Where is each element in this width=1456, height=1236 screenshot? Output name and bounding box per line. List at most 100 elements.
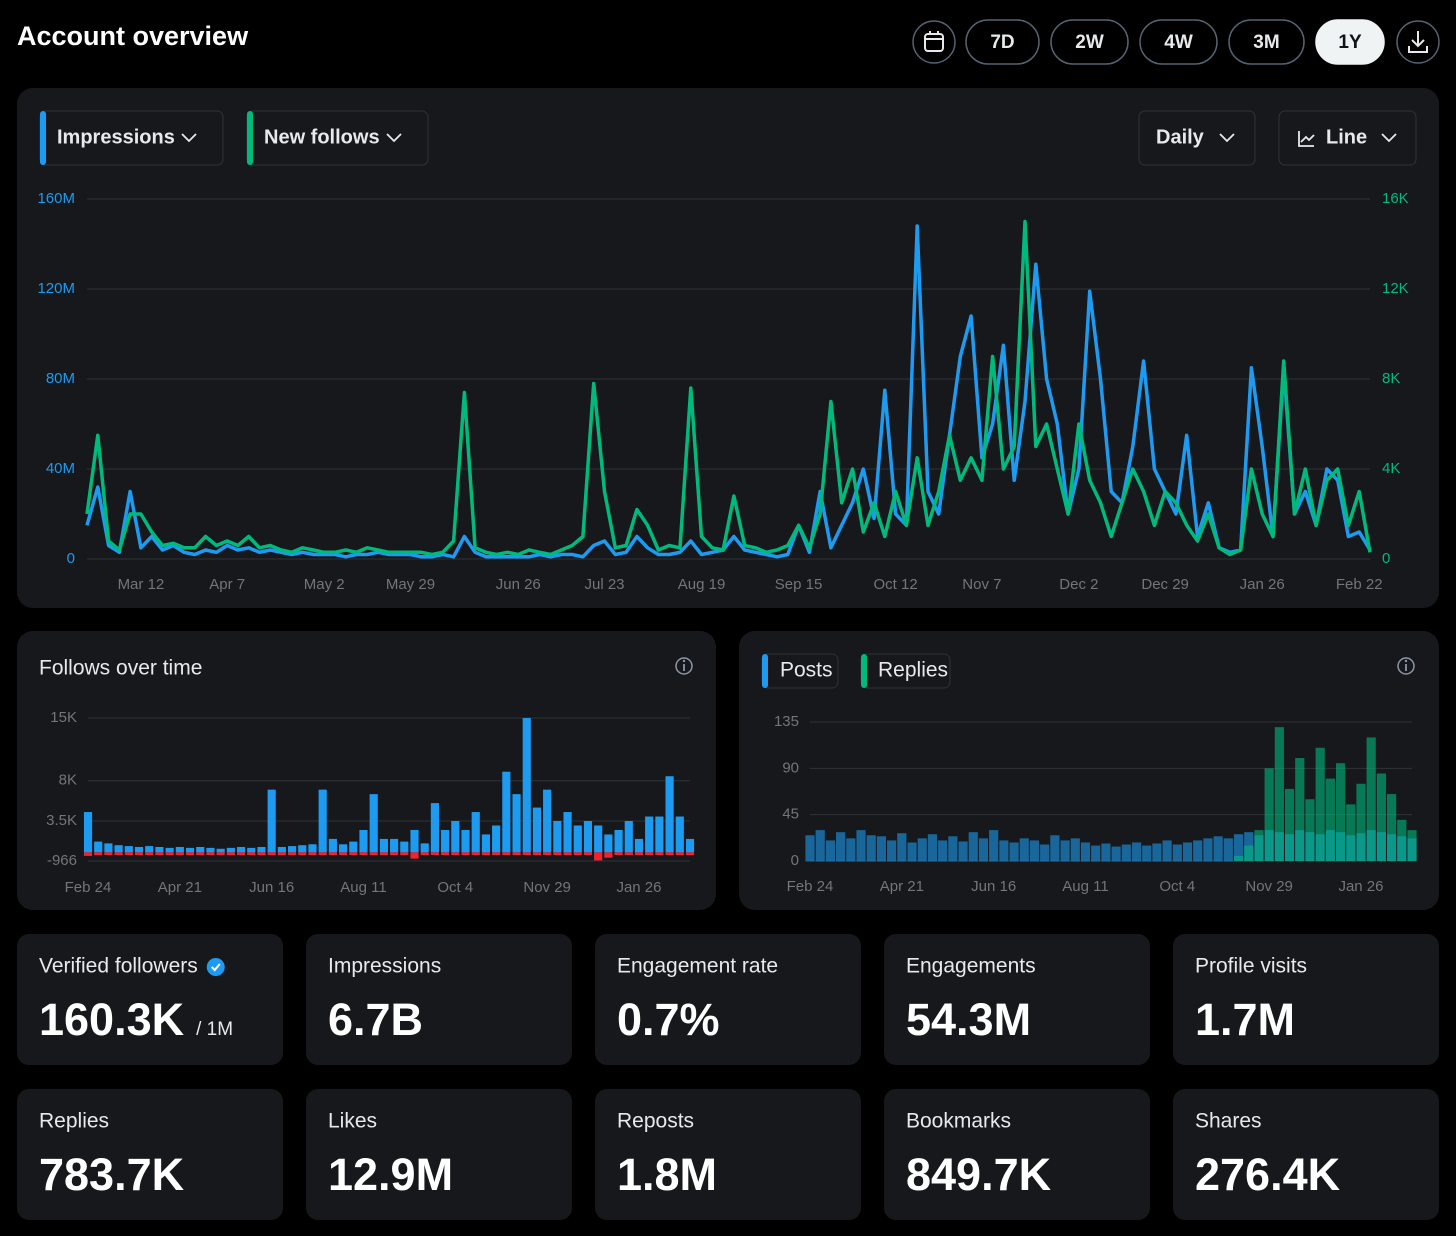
bar (887, 840, 897, 861)
legend-label: Impressions (57, 126, 175, 148)
card-bg (306, 1089, 572, 1220)
info-icon[interactable] (1397, 657, 1415, 675)
range-button[interactable]: 1Y (1315, 19, 1385, 65)
bar (492, 852, 501, 856)
bar (1213, 836, 1223, 861)
follows-title: Follows over time (39, 657, 202, 680)
legend-swatch (762, 654, 768, 688)
bar (645, 852, 654, 856)
bar (124, 846, 133, 853)
bar (502, 852, 511, 856)
bar (887, 861, 897, 862)
bar (1111, 861, 1121, 862)
range-pill (1315, 19, 1385, 65)
range-button[interactable]: 4W (1139, 19, 1218, 65)
stat-label: Profile visits (1195, 955, 1307, 978)
card-bg (17, 1089, 283, 1220)
series-selector[interactable]: Posts (761, 653, 839, 689)
bar (277, 852, 286, 856)
bar (532, 807, 542, 853)
x-tick-label: Oct 12 (874, 576, 918, 593)
bar (461, 829, 470, 853)
stat-label: Reposts (617, 1110, 694, 1133)
series-selector[interactable]: Replies (860, 653, 951, 689)
bar (379, 852, 388, 856)
bar (1203, 861, 1213, 862)
bar (1131, 842, 1142, 861)
card-bg (595, 934, 861, 1065)
bar (1193, 840, 1203, 861)
y2-tick-label: 4K (1382, 460, 1400, 477)
bar (978, 838, 989, 861)
bar (604, 834, 613, 853)
x-tick-label: Dec 2 (1059, 576, 1098, 593)
stat-card: Verified followers 160.3K / 1M (17, 934, 283, 1065)
stat-value: 783.7K (39, 1149, 185, 1200)
bar (1060, 840, 1070, 861)
bar (83, 812, 93, 853)
bar (257, 852, 266, 856)
bar (1142, 845, 1152, 861)
range-button[interactable]: 2W (1050, 19, 1129, 65)
x-tick-label: Jul 23 (584, 576, 624, 593)
bar (1274, 727, 1284, 861)
stat-value: 1.7M (1195, 994, 1295, 1045)
bar (1387, 794, 1397, 861)
bar (1040, 844, 1050, 861)
info-icon[interactable] (675, 657, 693, 675)
bar (1050, 835, 1060, 861)
bar (1182, 842, 1193, 861)
bar (1162, 840, 1172, 861)
bar (175, 852, 184, 856)
range-pill (1050, 19, 1129, 65)
bar (1366, 737, 1376, 861)
series-line (85, 219, 1372, 557)
bar (165, 852, 174, 856)
stat-card: Engagements 54.3M (884, 934, 1150, 1065)
x-tick-label: May 29 (386, 576, 435, 593)
bar (665, 852, 674, 856)
bar (989, 830, 999, 861)
calendar-button[interactable] (912, 20, 956, 64)
stat-value: 12.9M (328, 1149, 453, 1200)
bar (594, 852, 603, 861)
bar (267, 789, 276, 853)
bar (349, 852, 358, 856)
range-label: 3M (1253, 32, 1279, 53)
stat-suffix: / 1M (196, 1019, 233, 1040)
bar (1080, 861, 1091, 862)
daily-dropdown[interactable]: Daily (1138, 110, 1256, 166)
bar (308, 852, 317, 856)
series-selector[interactable]: Impressions (39, 110, 224, 166)
bar (257, 846, 266, 853)
stat-card: Bookmarks 849.7K (884, 1089, 1150, 1220)
y-tick-label: 15K (50, 709, 77, 726)
bar (1172, 844, 1182, 861)
series-selector[interactable]: New follows (246, 110, 429, 166)
main-panel (17, 88, 1439, 608)
bar (134, 846, 144, 853)
bar (94, 841, 103, 853)
stat-label: Bookmarks (906, 1110, 1011, 1133)
bar (1213, 861, 1223, 862)
bar (441, 829, 450, 853)
bar (1152, 861, 1162, 862)
bar (907, 842, 917, 861)
bar (1172, 861, 1182, 862)
chevron (181, 133, 197, 143)
bar (359, 829, 368, 853)
range-button[interactable]: 3M (1228, 19, 1305, 65)
style-dropdown[interactable]: Line (1278, 110, 1417, 166)
range-button[interactable]: 7D (965, 19, 1040, 65)
bar (1407, 830, 1417, 861)
x-tick-label: Feb 24 (787, 878, 834, 895)
bar (1223, 838, 1233, 861)
download-button[interactable] (1396, 20, 1440, 64)
bar (441, 852, 450, 856)
bar (805, 861, 815, 862)
x-tick-label: Mar 12 (118, 576, 165, 593)
stat-value: 54.3M (906, 994, 1031, 1045)
bar (420, 852, 429, 856)
